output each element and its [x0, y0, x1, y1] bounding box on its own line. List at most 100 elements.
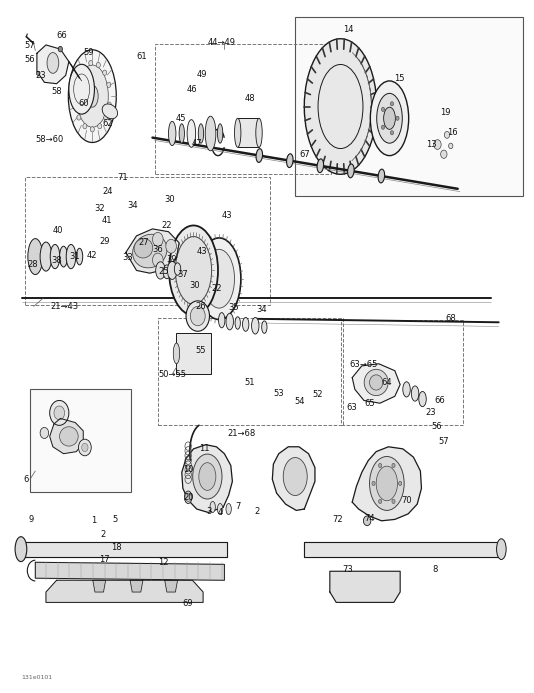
Text: 63: 63: [347, 403, 358, 412]
Text: 10: 10: [183, 465, 193, 474]
Text: 41: 41: [102, 216, 113, 225]
Text: 21→68: 21→68: [227, 429, 256, 438]
Polygon shape: [352, 364, 400, 403]
Polygon shape: [37, 45, 69, 84]
Circle shape: [392, 500, 395, 504]
Ellipse shape: [262, 321, 267, 333]
Text: 61: 61: [137, 51, 147, 60]
Polygon shape: [46, 580, 203, 602]
Ellipse shape: [370, 375, 383, 390]
Ellipse shape: [370, 457, 404, 511]
Text: 29: 29: [99, 237, 110, 246]
Circle shape: [54, 406, 65, 420]
Ellipse shape: [376, 466, 397, 501]
Circle shape: [153, 253, 163, 267]
Text: 30: 30: [190, 281, 200, 290]
Circle shape: [82, 64, 85, 70]
Bar: [176, 333, 211, 374]
Text: 47: 47: [191, 139, 202, 148]
Circle shape: [449, 143, 453, 149]
Circle shape: [379, 500, 382, 504]
Text: 2: 2: [255, 507, 260, 516]
Ellipse shape: [76, 248, 83, 265]
Text: 37: 37: [177, 270, 188, 279]
Polygon shape: [352, 447, 421, 520]
Ellipse shape: [378, 169, 384, 183]
Ellipse shape: [69, 64, 95, 114]
Text: 54: 54: [295, 397, 305, 406]
Text: 4: 4: [217, 508, 223, 517]
Bar: [25, 177, 270, 305]
Circle shape: [96, 62, 100, 68]
Ellipse shape: [68, 50, 116, 143]
Ellipse shape: [256, 149, 263, 162]
Ellipse shape: [156, 262, 165, 279]
Bar: [295, 17, 523, 195]
Ellipse shape: [283, 457, 307, 495]
Circle shape: [36, 71, 40, 76]
Ellipse shape: [252, 317, 259, 334]
Circle shape: [98, 123, 102, 129]
Text: 31: 31: [69, 252, 80, 261]
Bar: [155, 44, 331, 174]
Ellipse shape: [184, 491, 192, 504]
Text: 43: 43: [197, 247, 207, 256]
Circle shape: [434, 140, 441, 150]
Text: 40: 40: [53, 226, 64, 235]
Text: 28: 28: [27, 261, 38, 270]
Text: 65: 65: [364, 398, 374, 407]
Circle shape: [104, 115, 108, 120]
Text: 8: 8: [432, 565, 437, 574]
Ellipse shape: [197, 238, 241, 319]
Polygon shape: [50, 419, 83, 454]
Text: 58→60: 58→60: [36, 134, 64, 143]
Text: 3: 3: [207, 507, 212, 516]
Ellipse shape: [175, 236, 211, 304]
Circle shape: [153, 232, 163, 246]
Ellipse shape: [173, 343, 179, 364]
Text: 50→55: 50→55: [158, 369, 186, 378]
Ellipse shape: [218, 313, 225, 328]
Text: 9: 9: [29, 515, 34, 524]
Text: 19: 19: [440, 108, 451, 117]
Text: 53: 53: [273, 389, 284, 398]
Ellipse shape: [226, 313, 233, 330]
Text: 51: 51: [245, 378, 255, 387]
Text: 25: 25: [158, 267, 168, 277]
Text: 131e0101: 131e0101: [21, 675, 52, 680]
Text: 72: 72: [332, 515, 343, 524]
Circle shape: [185, 493, 191, 502]
Ellipse shape: [376, 94, 402, 143]
Circle shape: [166, 239, 176, 253]
Text: 70: 70: [401, 495, 412, 505]
Text: 13: 13: [426, 140, 436, 149]
Ellipse shape: [411, 386, 419, 401]
Ellipse shape: [174, 263, 180, 275]
Ellipse shape: [383, 107, 395, 130]
Text: 48: 48: [245, 94, 255, 103]
Polygon shape: [330, 571, 400, 602]
Text: 66: 66: [57, 30, 67, 40]
Circle shape: [390, 131, 394, 135]
Circle shape: [77, 115, 81, 120]
Circle shape: [372, 482, 375, 486]
Circle shape: [107, 82, 111, 87]
Polygon shape: [182, 445, 232, 513]
Text: 49: 49: [197, 70, 207, 79]
Ellipse shape: [419, 392, 426, 407]
Polygon shape: [272, 447, 315, 511]
Text: 24: 24: [102, 187, 113, 196]
Circle shape: [190, 306, 205, 326]
Ellipse shape: [87, 85, 98, 107]
Text: 60: 60: [78, 98, 89, 107]
Ellipse shape: [60, 246, 67, 267]
Ellipse shape: [102, 104, 117, 119]
Text: 22: 22: [211, 284, 222, 293]
Text: 45: 45: [176, 114, 186, 123]
Text: 15: 15: [394, 73, 404, 82]
Ellipse shape: [234, 119, 241, 148]
Circle shape: [398, 482, 402, 486]
Ellipse shape: [217, 504, 223, 515]
Text: 57: 57: [438, 437, 449, 446]
Circle shape: [379, 464, 382, 468]
